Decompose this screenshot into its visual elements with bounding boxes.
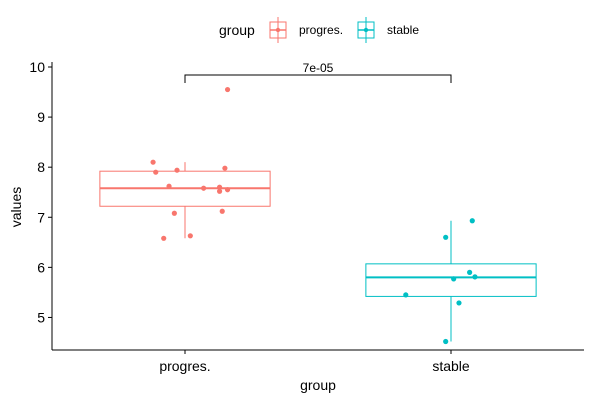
significance-bracket: 7e-05 xyxy=(184,61,452,83)
x-ticks: progres. stable xyxy=(159,350,470,374)
y-tick-label: 8 xyxy=(37,159,45,175)
legend-key-stable xyxy=(357,17,375,43)
data-point xyxy=(161,235,167,241)
boxplot-1 xyxy=(99,162,271,239)
legend: group progres. stable xyxy=(219,17,419,43)
y-tick-label: 5 xyxy=(37,309,45,325)
data-point xyxy=(443,338,449,345)
data-point xyxy=(187,233,193,239)
y-ticks: 5 6 7 8 9 10 xyxy=(29,59,52,325)
data-point xyxy=(171,210,177,216)
p-value-label: 7e-05 xyxy=(303,61,334,75)
data-point xyxy=(222,165,228,171)
data-point xyxy=(467,269,473,275)
data-point xyxy=(153,169,159,175)
y-tick-label: 7 xyxy=(37,209,45,225)
x-tick-label: progres. xyxy=(159,358,210,374)
x-tick-label: stable xyxy=(432,358,470,374)
data-point xyxy=(224,187,231,193)
boxplot-2 xyxy=(365,220,537,342)
data-point xyxy=(219,208,225,214)
legend-label-progres: progres. xyxy=(299,23,343,37)
data-point xyxy=(403,292,409,298)
legend-label-stable: stable xyxy=(387,23,419,37)
data-point xyxy=(201,185,207,191)
data-point xyxy=(224,86,231,93)
bracket-line xyxy=(184,74,452,83)
data-point xyxy=(150,159,156,165)
data-point xyxy=(456,300,462,306)
data-point xyxy=(174,167,180,173)
data-point xyxy=(451,276,457,282)
y-tick-label: 9 xyxy=(37,109,45,125)
box xyxy=(365,263,537,297)
boxplots xyxy=(99,162,537,342)
legend-title: group xyxy=(219,22,255,38)
y-axis-title: values xyxy=(8,187,24,227)
data-point xyxy=(216,184,223,190)
data-points xyxy=(150,86,478,345)
data-point xyxy=(443,234,449,240)
y-tick-label: 10 xyxy=(29,59,45,75)
y-tick-label: 6 xyxy=(37,259,45,275)
legend-key-progres xyxy=(269,17,287,43)
data-point xyxy=(472,274,478,280)
x-axis-title: group xyxy=(300,377,336,393)
data-point xyxy=(166,183,172,189)
data-point xyxy=(469,218,475,224)
data-point xyxy=(216,188,223,194)
